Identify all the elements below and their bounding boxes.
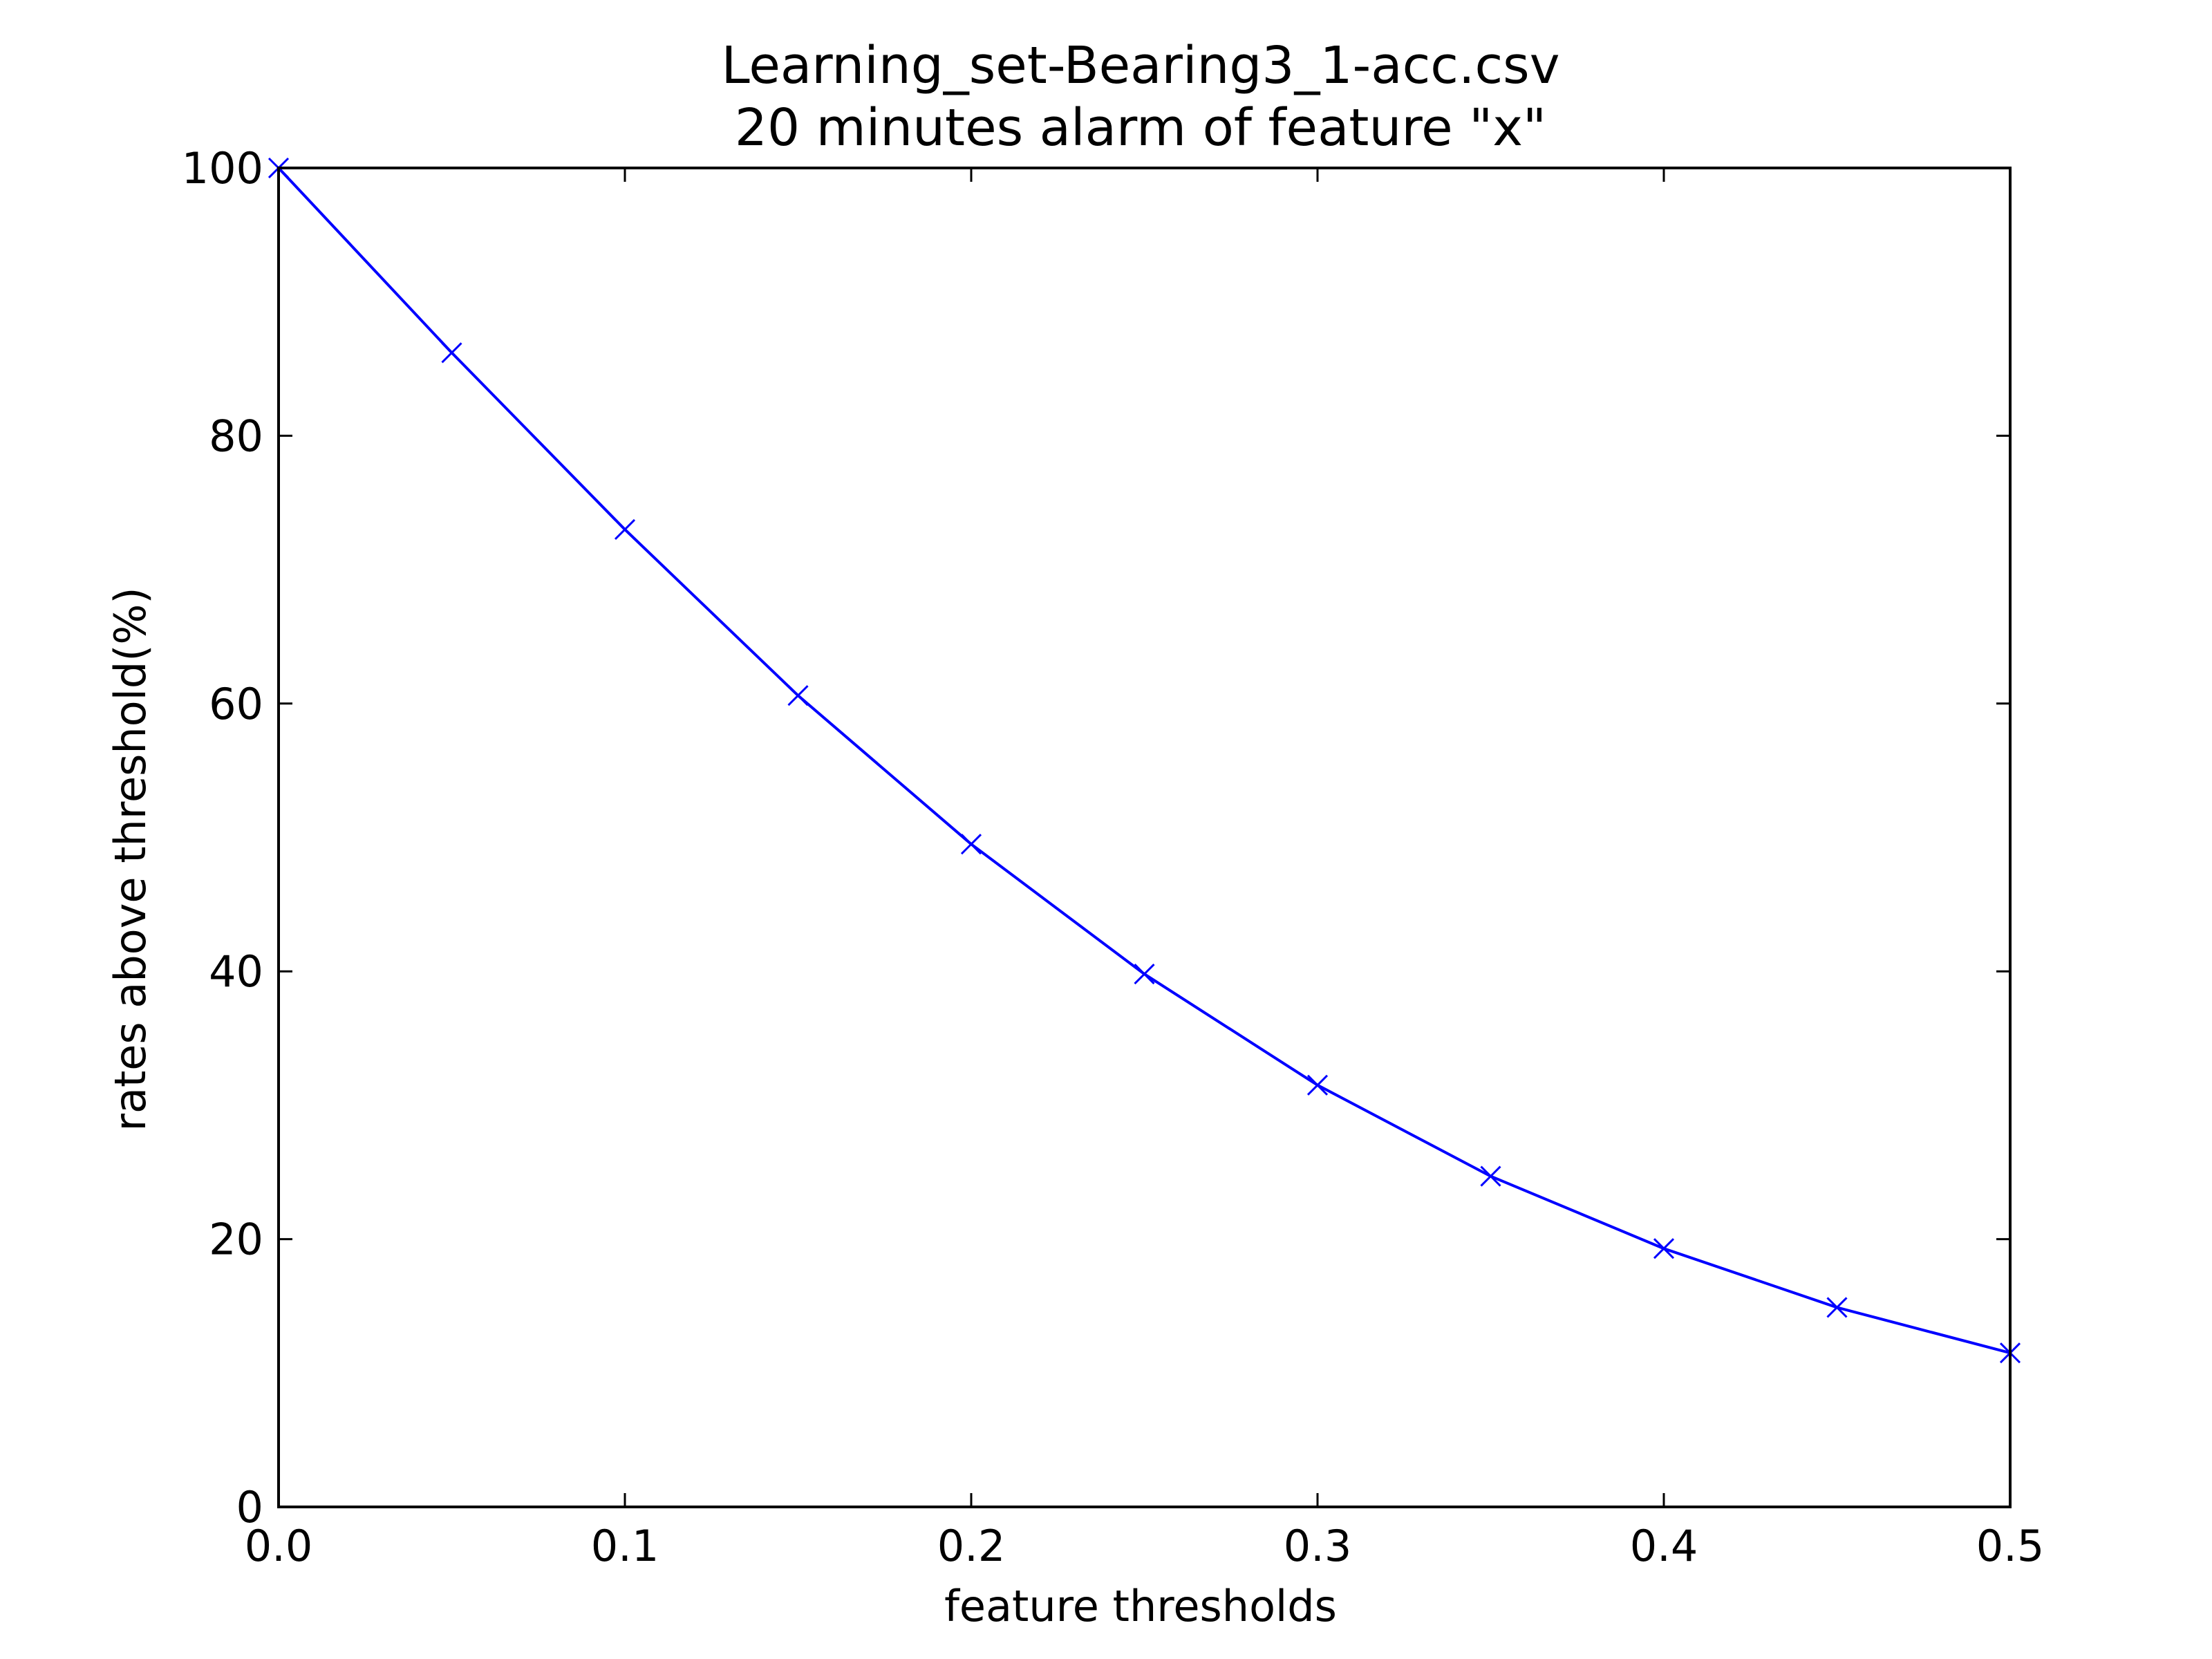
data-point-marker xyxy=(1653,1238,1675,1259)
data-point-marker xyxy=(787,685,809,706)
data-point-marker xyxy=(614,518,636,541)
y-tick-label: 20 xyxy=(209,1215,263,1265)
marker-stroke xyxy=(1826,1297,1848,1318)
data-point-marker xyxy=(960,834,982,855)
data-point-marker xyxy=(1480,1165,1501,1187)
marker-stroke xyxy=(787,685,809,706)
x-tick-label: 0.5 xyxy=(1976,1521,2045,1571)
y-tick-label: 40 xyxy=(209,946,263,997)
chart-title: Learning_set-Bearing3_1-acc.csv xyxy=(721,36,1559,95)
marker-stroke xyxy=(960,834,982,855)
marker-stroke xyxy=(1134,964,1155,985)
y-tick-label: 100 xyxy=(182,143,263,194)
data-point-marker xyxy=(1306,1074,1329,1096)
x-tick-label: 0.2 xyxy=(937,1521,1006,1571)
data-point-marker xyxy=(1134,964,1155,985)
x-tick-label: 0.4 xyxy=(1630,1521,1698,1571)
plot-area: 0.0 0.1 0.2 0.3 0.4 0.5 0 20 40 60 80 100 xyxy=(182,143,2045,1571)
marker-stroke xyxy=(1480,1165,1501,1187)
chart-subtitle: 20 minutes alarm of feature "x" xyxy=(735,98,1546,158)
x-tick-label: 0.1 xyxy=(591,1521,659,1571)
marker-stroke xyxy=(1306,1074,1329,1096)
marker-stroke xyxy=(614,518,636,541)
x-axis-label: feature thresholds xyxy=(944,1581,1337,1631)
plot-frame xyxy=(277,167,2012,1508)
marker-stroke xyxy=(441,342,462,364)
y-axis-label: rates above threshold(%) xyxy=(105,587,156,1131)
y-tick-label: 80 xyxy=(209,411,263,461)
x-tick-label: 0.3 xyxy=(1284,1521,1352,1571)
data-point-marker xyxy=(1826,1297,1848,1318)
x-tick-label: 0.0 xyxy=(245,1521,313,1571)
marker-stroke xyxy=(1653,1238,1675,1259)
y-tick-label: 60 xyxy=(209,679,263,729)
y-tick-label: 0 xyxy=(236,1482,263,1533)
data-point-marker xyxy=(441,342,462,364)
